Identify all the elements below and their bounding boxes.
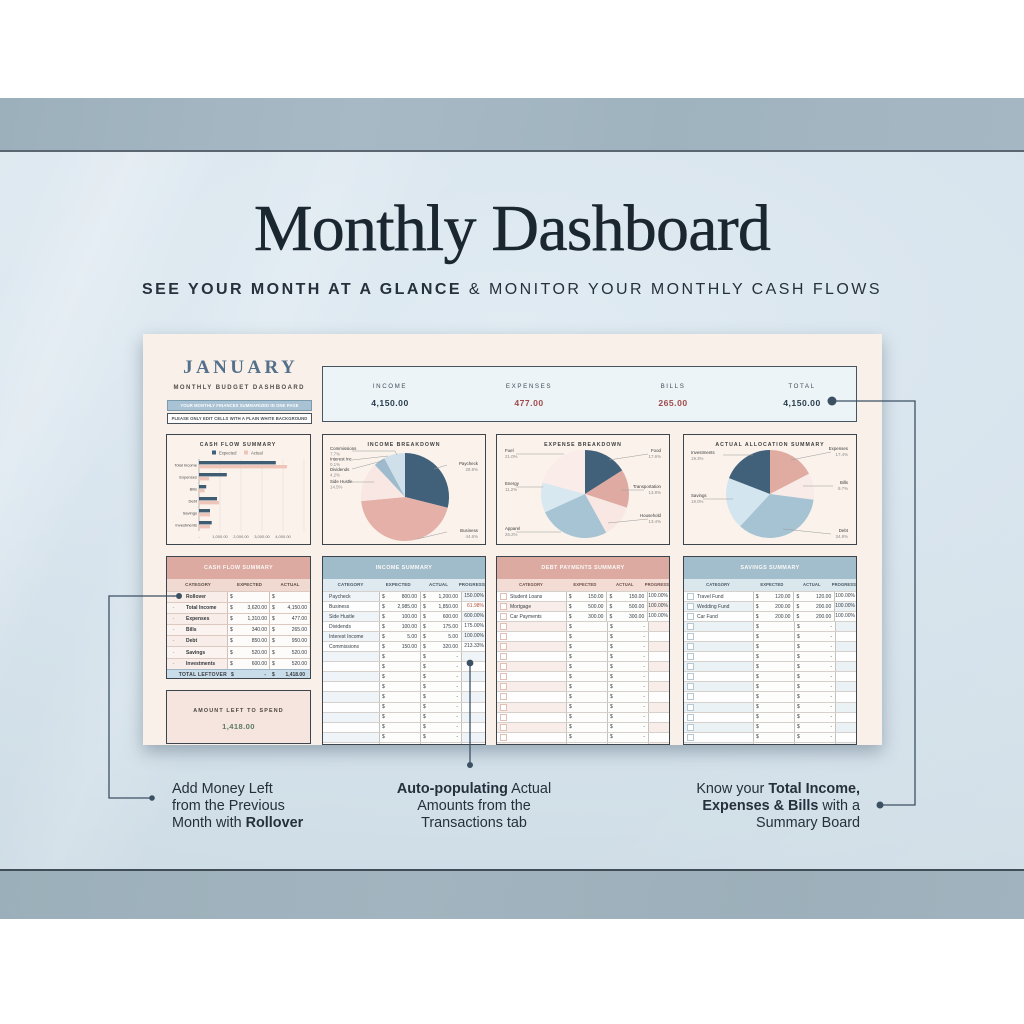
svg-text:14.5%: 14.5% bbox=[330, 485, 343, 490]
svg-text:17.6%: 17.6% bbox=[649, 454, 662, 459]
svg-text:7.7%: 7.7% bbox=[330, 452, 340, 457]
svg-text:Investments: Investments bbox=[691, 450, 715, 455]
svg-text:Interest Inc: Interest Inc bbox=[330, 457, 353, 462]
svg-text:ACTUAL ALLOCATION SUMMARY: ACTUAL ALLOCATION SUMMARY bbox=[715, 442, 824, 448]
svg-text:-: - bbox=[198, 534, 200, 539]
svg-text:Savings: Savings bbox=[691, 493, 707, 498]
svg-text:26.2%: 26.2% bbox=[505, 532, 518, 537]
svg-text:Debt: Debt bbox=[189, 499, 198, 504]
svg-text:Bills: Bills bbox=[840, 480, 849, 485]
svg-text:Expected: Expected bbox=[219, 451, 237, 456]
svg-text:Investments: Investments bbox=[175, 523, 197, 528]
svg-text:Savings: Savings bbox=[183, 511, 197, 516]
svg-text:9.7%: 9.7% bbox=[838, 486, 848, 491]
svg-text:21.0%: 21.0% bbox=[505, 454, 518, 459]
svg-text:CASH FLOW SUMMARY: CASH FLOW SUMMARY bbox=[200, 442, 276, 448]
svg-text:Fuel: Fuel bbox=[505, 448, 514, 453]
svg-text:44.6%: 44.6% bbox=[466, 534, 479, 539]
svg-text:Dividends: Dividends bbox=[330, 467, 350, 472]
svg-text:19.0%: 19.0% bbox=[691, 499, 704, 504]
svg-text:Food: Food bbox=[651, 448, 662, 453]
svg-text:Debt: Debt bbox=[839, 528, 849, 533]
svg-text:Expenses: Expenses bbox=[179, 475, 197, 480]
svg-text:34.8%: 34.8% bbox=[836, 534, 849, 539]
svg-text:Expenses: Expenses bbox=[829, 446, 849, 451]
svg-text:Commissions: Commissions bbox=[330, 446, 357, 451]
svg-text:Apparel: Apparel bbox=[505, 526, 520, 531]
svg-text:17.4%: 17.4% bbox=[836, 452, 849, 457]
svg-text:Side Hustle: Side Hustle bbox=[330, 479, 353, 484]
svg-text:13.8%: 13.8% bbox=[649, 490, 662, 495]
svg-text:28.9%: 28.9% bbox=[466, 467, 479, 472]
svg-text:Energy: Energy bbox=[505, 481, 520, 486]
svg-text:1,000.00: 1,000.00 bbox=[212, 534, 228, 539]
svg-text:13.4%: 13.4% bbox=[649, 519, 662, 524]
svg-text:11.2%: 11.2% bbox=[505, 487, 517, 492]
svg-text:4.2%: 4.2% bbox=[330, 473, 340, 478]
svg-text:Actual: Actual bbox=[251, 451, 263, 456]
svg-text:19.3%: 19.3% bbox=[691, 456, 704, 461]
svg-text:Paycheck: Paycheck bbox=[459, 461, 479, 466]
svg-text:INCOME BREAKDOWN: INCOME BREAKDOWN bbox=[367, 442, 440, 448]
svg-text:Bills: Bills bbox=[190, 487, 197, 492]
svg-text:3,000.00: 3,000.00 bbox=[254, 534, 270, 539]
svg-text:4,000.00: 4,000.00 bbox=[275, 534, 291, 539]
svg-text:EXPENSE BREAKDOWN: EXPENSE BREAKDOWN bbox=[544, 442, 622, 448]
svg-text:Business: Business bbox=[460, 528, 479, 533]
svg-text:Household: Household bbox=[640, 513, 662, 518]
svg-text:0.1%: 0.1% bbox=[330, 462, 340, 467]
svg-text:Transportation: Transportation bbox=[633, 484, 662, 489]
svg-text:2,000.00: 2,000.00 bbox=[233, 534, 249, 539]
svg-text:Total Income: Total Income bbox=[174, 463, 197, 468]
